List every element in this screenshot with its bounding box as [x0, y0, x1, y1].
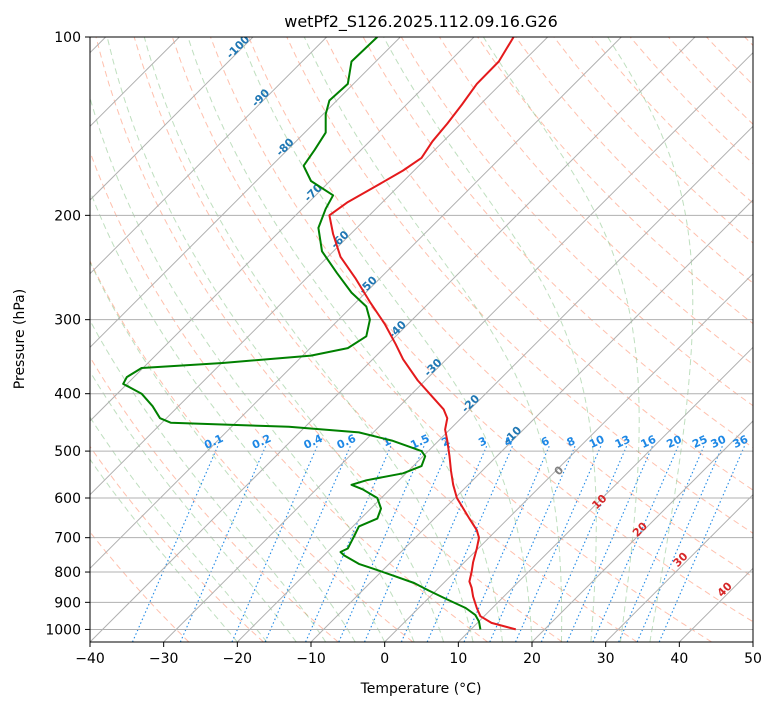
isotherm-line — [90, 37, 328, 275]
moist-adiabat — [90, 458, 238, 642]
y-tick-label: 200 — [54, 208, 81, 224]
dry-adiabat — [210, 37, 753, 623]
y-tick-label: 800 — [54, 565, 81, 581]
y-tick-label: 600 — [54, 491, 81, 507]
mixing-ratio-label: 13 — [613, 433, 632, 451]
y-tick-label: 700 — [54, 531, 81, 547]
moist-adiabat — [90, 319, 327, 642]
moist-adiabat — [90, 260, 356, 642]
moist-adiabat — [607, 37, 694, 642]
dry-adiabat — [133, 37, 638, 642]
dry-adiabat — [90, 356, 339, 642]
mixing-ratio-label: 10 — [587, 433, 607, 451]
moist-adiabat — [106, 37, 445, 642]
mixing-ratio-label: 16 — [639, 433, 659, 451]
y-tick-label: 300 — [54, 313, 81, 329]
x-tick-label: −10 — [296, 651, 326, 667]
x-tick-label: 10 — [449, 651, 467, 667]
dry-adiabat — [90, 259, 414, 642]
dry-adiabat — [515, 37, 753, 284]
sounding-series — [122, 37, 517, 631]
x-tick-label: 0 — [380, 651, 389, 667]
dry-adiabat — [248, 37, 753, 578]
isotherm-line — [90, 37, 254, 201]
plot-area: 0.1 0.2 0.4 0.6 1 1.5 2 3 4 6 8 10 13 16 20 25 30 36-100-… — [90, 37, 753, 642]
mixing-ratio-label: 36 — [731, 433, 751, 451]
dry-adiabat — [171, 37, 712, 642]
x-tick-label: 40 — [670, 651, 688, 667]
isotherm-line — [605, 493, 753, 642]
moist-adiabat — [239, 37, 533, 642]
mixing-ratio-label: 25 — [690, 433, 709, 451]
moist-adiabat — [187, 37, 503, 642]
moist-adiabat — [482, 37, 640, 642]
isotherm-line — [236, 125, 753, 642]
y-axis-label: Pressure (hPa) — [12, 289, 28, 389]
moist-adiabat — [383, 37, 597, 642]
temperature-line — [328, 37, 517, 631]
y-tick-label: 900 — [54, 595, 81, 611]
isotherm-line — [531, 420, 753, 642]
y-tick-label: 1000 — [45, 622, 81, 638]
isotherm-line — [310, 199, 753, 642]
dry-adiabat — [324, 37, 753, 491]
isotherms — [90, 37, 753, 642]
isotherm-line — [163, 51, 753, 642]
dry-adiabat — [95, 37, 563, 642]
isotherm-line — [90, 37, 549, 496]
chart-title: wetPf2_S126.2025.112.09.16.G26 — [284, 12, 558, 32]
x-tick-label: 30 — [597, 651, 615, 667]
moist-adiabat — [90, 189, 386, 642]
mixing-ratio-label: 20 — [664, 433, 684, 451]
mixing-ratio-label: 30 — [709, 433, 729, 451]
x-tick-label: −20 — [223, 651, 253, 667]
plot-frame — [89, 36, 754, 643]
y-tick-label: 500 — [54, 444, 81, 460]
x-tick-label: 20 — [523, 651, 541, 667]
isotherm-line — [457, 346, 753, 642]
x-tick-label: −40 — [75, 651, 105, 667]
x-axis-label: Temperature (°C) — [360, 681, 482, 697]
moist-adiabat — [90, 416, 268, 642]
moist-adiabat — [90, 370, 297, 642]
isotherm-line — [90, 37, 622, 570]
y-tick-label: 100 — [54, 30, 81, 46]
dry-adiabat — [90, 445, 264, 642]
axes: −40 −30 −20 −10 0 10 20 30 40 50 1000 900 800 700 600 5… — [45, 30, 762, 667]
moist-adiabat — [303, 37, 563, 642]
x-tick-label: −30 — [149, 651, 179, 667]
x-tick-label: 50 — [744, 651, 762, 667]
isotherm-line — [90, 37, 475, 422]
isotherm-line — [90, 37, 401, 349]
moist-adiabat — [143, 37, 474, 642]
dewpoint-line — [122, 37, 482, 630]
isotherm-line — [384, 272, 753, 642]
y-tick-label: 400 — [54, 387, 81, 403]
